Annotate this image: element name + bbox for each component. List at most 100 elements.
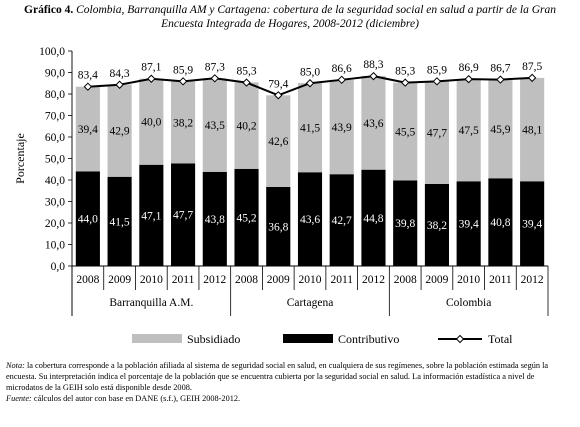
bar-contributivo bbox=[75, 171, 100, 266]
x-group-label: Colombia bbox=[446, 297, 491, 309]
x-tick-label: 2011 bbox=[172, 274, 195, 286]
y-tick-label: 0,0 bbox=[51, 261, 66, 273]
data-label-subsidiado: 39,4 bbox=[78, 124, 98, 136]
y-tick-label: 100,0 bbox=[39, 46, 65, 58]
chart-title: Gráfico 4. Colombia, Barranquilla AM y C… bbox=[6, 3, 574, 31]
figure-title: Colombia, Barranquilla AM y Cartagena: c… bbox=[76, 4, 556, 30]
bar-subsidiado bbox=[424, 81, 449, 184]
bar-subsidiado bbox=[202, 78, 227, 172]
total-marker bbox=[83, 82, 93, 91]
data-label-contributivo: 40,8 bbox=[490, 217, 510, 229]
bar-contributivo bbox=[361, 169, 386, 266]
y-tick-label: 90,0 bbox=[45, 68, 65, 80]
bar-contributivo bbox=[234, 168, 259, 266]
x-group-label: Barranquilla A.M. bbox=[109, 297, 193, 309]
bar-contributivo bbox=[107, 176, 132, 266]
bar-subsidiado bbox=[488, 79, 513, 179]
total-marker bbox=[369, 71, 378, 81]
legend-label: Subsidiado bbox=[187, 332, 240, 346]
total-marker bbox=[527, 73, 537, 83]
y-tick-label: 60,0 bbox=[45, 132, 65, 144]
x-tick-label: 2010 bbox=[299, 274, 322, 286]
bar-contributivo bbox=[424, 183, 449, 266]
data-label-subsidiado: 47,7 bbox=[427, 128, 447, 140]
bar-contributivo bbox=[266, 186, 291, 266]
data-label-subsidiado: 45,5 bbox=[395, 127, 415, 139]
x-tick-label: 2008 bbox=[235, 274, 258, 286]
bar-subsidiado bbox=[234, 82, 259, 169]
data-label-contributivo: 47,1 bbox=[141, 210, 161, 222]
y-tick-label: 40,0 bbox=[45, 175, 65, 187]
data-label-subsidiado: 43,6 bbox=[363, 118, 383, 130]
bar-contributivo bbox=[202, 171, 227, 266]
total-marker bbox=[305, 79, 315, 88]
data-label-subsidiado: 43,5 bbox=[205, 120, 225, 132]
data-label-contributivo: 43,6 bbox=[300, 214, 320, 226]
total-marker bbox=[178, 77, 188, 86]
bar-contributivo bbox=[456, 181, 481, 266]
data-label-subsidiado: 43,9 bbox=[332, 122, 352, 134]
y-axis-label: Porcentaje bbox=[13, 133, 27, 184]
data-label-contributivo: 42,7 bbox=[332, 215, 352, 227]
bar-contributivo bbox=[329, 174, 354, 266]
data-label-contributivo: 45,2 bbox=[236, 212, 256, 224]
legend-label: Total bbox=[488, 332, 513, 346]
data-label-total: 87,1 bbox=[141, 62, 161, 74]
total-marker bbox=[242, 78, 251, 87]
bar-subsidiado bbox=[266, 95, 291, 187]
data-label-contributivo: 39,8 bbox=[395, 218, 415, 230]
data-label-subsidiado: 42,9 bbox=[110, 126, 130, 138]
data-label-subsidiado: 48,1 bbox=[522, 125, 542, 137]
data-label-total: 85,3 bbox=[395, 66, 415, 78]
bar-subsidiado bbox=[107, 84, 132, 177]
bar-subsidiado bbox=[361, 75, 386, 170]
data-label-contributivo: 39,4 bbox=[522, 219, 542, 231]
x-tick-label: 2008 bbox=[76, 274, 99, 286]
legend-swatch bbox=[132, 334, 182, 343]
data-label-total: 79,4 bbox=[268, 78, 288, 90]
y-tick-label: 10,0 bbox=[45, 240, 65, 252]
x-tick-label: 2012 bbox=[521, 274, 544, 286]
data-label-total: 87,3 bbox=[205, 61, 225, 73]
data-label-subsidiado: 42,6 bbox=[268, 136, 288, 148]
bar-subsidiado bbox=[329, 79, 354, 175]
stacked-bar-chart: 0,0 10,0 20,0 30,0 40,0 50,0 60,0 70,0 80,0 90,0 1… bbox=[13, 46, 549, 346]
data-label-subsidiado: 38,2 bbox=[173, 117, 193, 129]
total-marker bbox=[400, 78, 410, 87]
fuente-label: Fuente: bbox=[6, 394, 32, 403]
bar-subsidiado bbox=[520, 77, 545, 182]
bar-contributivo bbox=[139, 164, 164, 266]
x-tick-label: 2009 bbox=[267, 274, 290, 286]
bar-contributivo bbox=[488, 178, 513, 266]
data-label-total: 84,3 bbox=[110, 68, 130, 80]
bar-contributivo bbox=[393, 180, 418, 266]
legend-swatch bbox=[283, 334, 333, 343]
data-label-total: 86,9 bbox=[459, 62, 479, 74]
chart-notes: Nota: la cobertura corresponde a la pobl… bbox=[6, 360, 572, 404]
x-tick-label: 2012 bbox=[362, 274, 385, 286]
y-tick-label: 50,0 bbox=[45, 154, 65, 166]
data-label-contributivo: 43,8 bbox=[205, 214, 225, 226]
legend-marker bbox=[455, 334, 465, 344]
x-tick-label: 2009 bbox=[108, 274, 131, 286]
bar-contributivo bbox=[297, 172, 323, 266]
data-label-total: 85,3 bbox=[236, 66, 256, 78]
fuente-text: cálculos del autor con base en DANE (s.f… bbox=[31, 394, 241, 403]
figure-label: Gráfico 4. bbox=[24, 4, 74, 16]
bar-subsidiado bbox=[171, 81, 196, 164]
y-tick-label: 80,0 bbox=[45, 89, 65, 101]
total-marker bbox=[337, 75, 346, 85]
data-label-subsidiado: 45,9 bbox=[490, 124, 510, 136]
total-marker bbox=[115, 80, 124, 89]
data-label-subsidiado: 40,2 bbox=[236, 121, 256, 133]
x-tick-label: 2009 bbox=[425, 274, 448, 286]
y-tick-label: 30,0 bbox=[45, 197, 65, 209]
total-marker bbox=[464, 74, 473, 84]
data-label-contributivo: 44,0 bbox=[78, 214, 98, 226]
data-label-contributivo: 36,8 bbox=[268, 221, 288, 233]
data-label-contributivo: 41,5 bbox=[110, 216, 130, 228]
bar-subsidiado bbox=[297, 83, 323, 173]
legend-label: Contributivo bbox=[338, 332, 399, 346]
data-label-total: 83,4 bbox=[78, 70, 98, 82]
nota-text: la cobertura corresponde a la población … bbox=[6, 361, 549, 392]
